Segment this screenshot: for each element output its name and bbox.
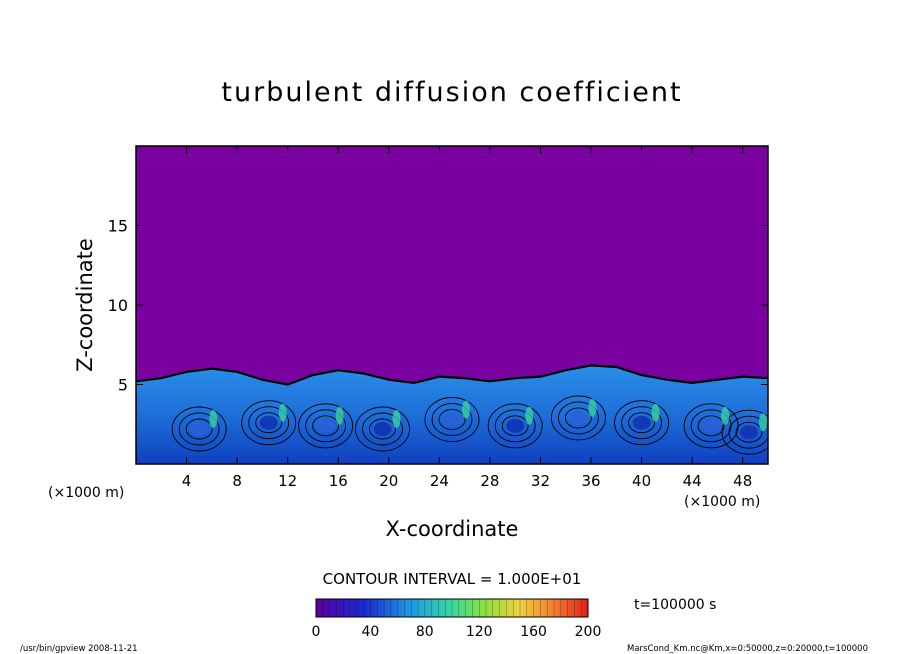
low-value-core bbox=[443, 412, 461, 427]
plot-area bbox=[136, 146, 768, 464]
footer-left: /usr/bin/gpview 2008-11-21 bbox=[20, 644, 138, 654]
high-value-streak bbox=[335, 406, 344, 425]
contour-ellipse bbox=[628, 412, 656, 434]
contour-ellipse bbox=[305, 409, 347, 443]
x-tick-label: 16 bbox=[329, 472, 348, 490]
contour-ellipse bbox=[312, 415, 340, 437]
high-value-streak bbox=[759, 413, 767, 432]
colorbar-frame bbox=[315, 598, 589, 618]
contour-ellipse bbox=[487, 403, 543, 449]
contour-ellipse bbox=[355, 406, 410, 452]
y-tick-label: 15 bbox=[108, 217, 128, 236]
colorbar: 0 40 80 120 160 200 bbox=[312, 598, 602, 640]
contour-ellipse bbox=[697, 415, 725, 437]
x-tick-label: 20 bbox=[379, 472, 398, 490]
contour-lines bbox=[171, 395, 768, 455]
x-axis-label: X-coordinate bbox=[386, 517, 519, 541]
colorbar-tick-label: 80 bbox=[416, 624, 434, 640]
low-value-core bbox=[506, 418, 525, 433]
contour-ellipse bbox=[501, 415, 529, 437]
low-value-core bbox=[740, 425, 758, 440]
chart-title: turbulent diffusion coefficient bbox=[221, 77, 682, 108]
contour-ellipse bbox=[255, 412, 283, 434]
low-value-core bbox=[190, 422, 209, 436]
high-value-streak bbox=[525, 406, 534, 425]
colorbar-gradient bbox=[316, 599, 588, 617]
x-tick-label: 4 bbox=[182, 472, 192, 490]
colorbar-tick-label: 200 bbox=[575, 624, 602, 640]
colorbar-tick-label: 160 bbox=[520, 624, 547, 640]
low-value-core bbox=[569, 410, 588, 425]
y-tick-label: 5 bbox=[118, 376, 128, 395]
colorbar-stripes bbox=[322, 599, 582, 617]
x-tick-label: 44 bbox=[683, 472, 702, 490]
y-axis-label: Z-coordinate bbox=[73, 238, 97, 372]
high-value-streak bbox=[721, 406, 730, 425]
colorbar-tick-label: 40 bbox=[361, 624, 379, 640]
y-axis: 5 10 15 bbox=[108, 217, 768, 395]
contour-ellipse bbox=[728, 415, 768, 449]
contour-ellipse bbox=[557, 401, 599, 435]
low-value-core bbox=[316, 418, 335, 433]
contour-ellipse bbox=[494, 409, 536, 443]
contour-ellipse bbox=[185, 418, 213, 440]
low-value-core bbox=[632, 415, 651, 430]
contour-ellipse bbox=[171, 406, 227, 452]
x-tick-label: 48 bbox=[733, 472, 752, 490]
contour-ellipse bbox=[298, 403, 354, 449]
high-value-streak bbox=[651, 403, 660, 422]
x-unit-left: (×1000 m) bbox=[48, 485, 124, 501]
high-value-streak bbox=[392, 410, 401, 428]
y-tick-label: 10 bbox=[108, 296, 128, 315]
x-tick-label: 8 bbox=[232, 472, 242, 490]
contour-ellipse bbox=[369, 418, 396, 440]
contour-ellipse bbox=[564, 407, 592, 429]
x-tick-label: 12 bbox=[278, 472, 297, 490]
x-unit-right: (×1000 m) bbox=[684, 494, 760, 510]
contour-ellipse bbox=[721, 409, 768, 455]
low-value-core bbox=[259, 415, 278, 430]
low-value-core bbox=[373, 422, 392, 436]
contour-ellipse bbox=[550, 395, 606, 441]
contour-ellipse bbox=[362, 412, 403, 446]
colorbar-tick-label: 0 bbox=[312, 624, 321, 640]
high-value-streak bbox=[278, 403, 287, 422]
high-value-streak bbox=[588, 398, 597, 417]
x-tick-label: 24 bbox=[430, 472, 449, 490]
x-tick-label: 32 bbox=[531, 472, 550, 490]
contour-ellipse bbox=[424, 397, 480, 442]
contour-ellipse bbox=[621, 406, 663, 440]
contour-interval-label: CONTOUR INTERVAL = 1.000E+01 bbox=[323, 570, 582, 588]
contour-ellipse bbox=[241, 400, 297, 446]
x-tick-label: 28 bbox=[480, 472, 499, 490]
high-value-streak bbox=[209, 410, 218, 428]
contour-ellipse bbox=[735, 421, 763, 443]
low-value-core bbox=[702, 418, 721, 433]
time-label: t=100000 s bbox=[634, 597, 716, 613]
colorbar-ticks: 0 40 80 120 160 200 bbox=[312, 624, 602, 640]
contour-ellipse bbox=[431, 403, 473, 436]
x-tick-label: 40 bbox=[632, 472, 651, 490]
contour-ellipse bbox=[178, 412, 220, 446]
contour-ellipse bbox=[438, 409, 466, 430]
contour-ellipse bbox=[683, 403, 739, 449]
turbulent-layer-top-contour bbox=[136, 364, 768, 386]
high-value-patches bbox=[190, 398, 767, 440]
high-value-streak bbox=[462, 400, 470, 419]
contour-ellipse bbox=[248, 406, 290, 440]
footer-right: MarsCond_Km.nc@Km,x=0:50000,z=0:20000,t=… bbox=[627, 644, 868, 654]
x-tick-label: 36 bbox=[581, 472, 600, 490]
contour-ellipse bbox=[614, 400, 670, 446]
x-axis: 4 8 12 16 20 24 28 32 36 40 44 48 bbox=[182, 146, 752, 490]
colorbar-tick-label: 120 bbox=[466, 624, 493, 640]
